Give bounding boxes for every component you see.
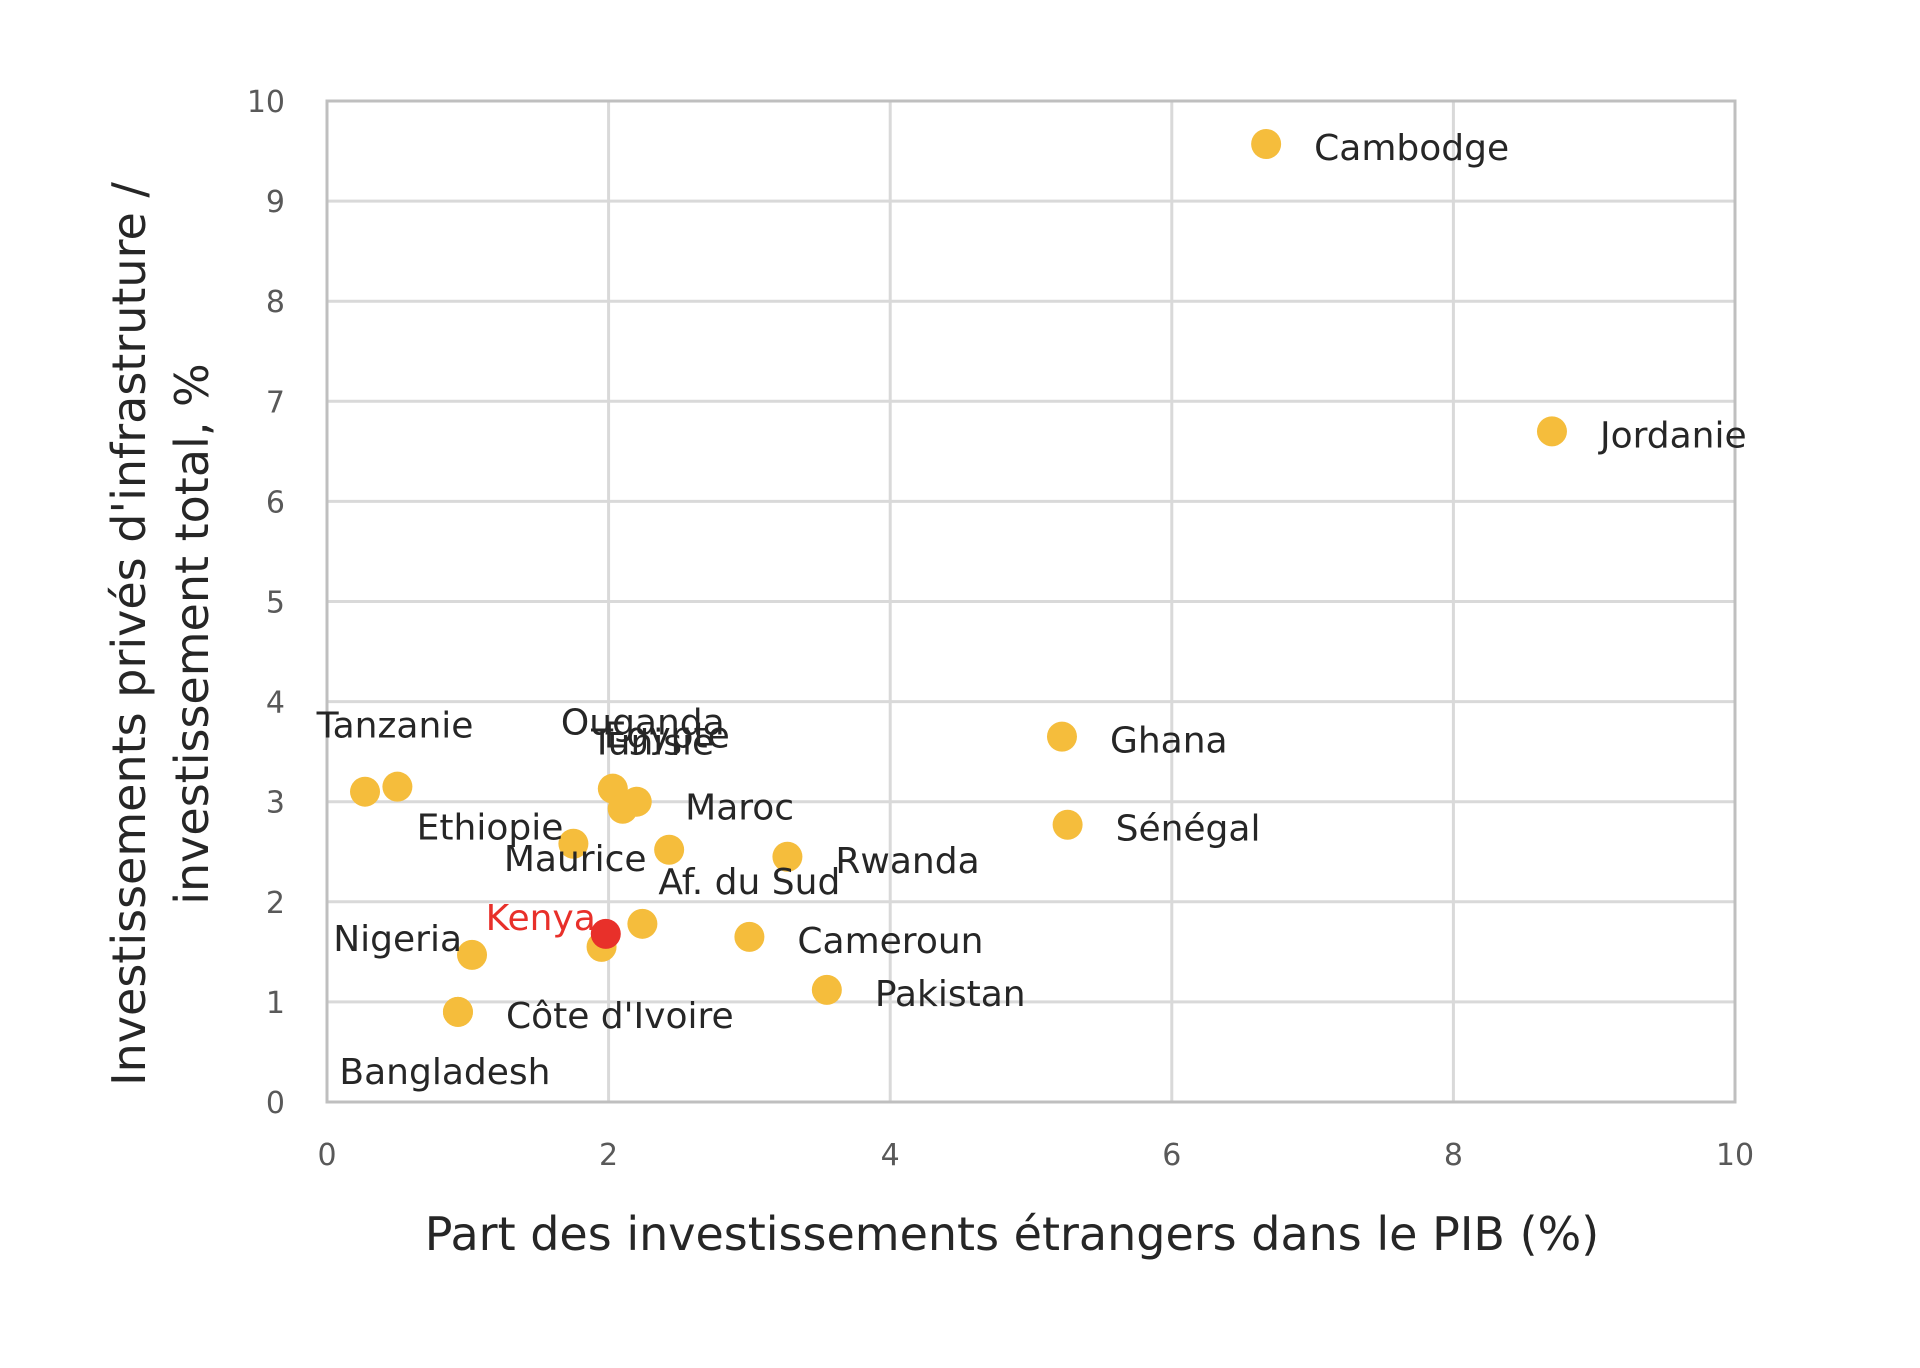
point-unlabeled-8	[382, 771, 413, 802]
point-cameroun	[734, 921, 765, 952]
label-kenya: Kenya	[486, 898, 596, 939]
point-labels: Cambodge Jordanie Ghana Sénégal Rwanda Camero…	[316, 128, 1747, 1093]
y-tick-label-4: 4	[266, 686, 285, 721]
tick-labels: 0 2 4 6 8 10 0 1 2 3 4 5 6 7 8 9 10	[247, 85, 1754, 1173]
y-tick-label-0: 0	[266, 1086, 285, 1121]
label-senegal: Sénégal	[1116, 809, 1261, 850]
point-ethiopie	[558, 828, 589, 859]
label-maurice: Maurice	[504, 839, 647, 880]
label-bangladesh: Bangladesh	[339, 1052, 550, 1093]
point-kenya	[590, 918, 621, 949]
point-tunisie	[607, 793, 638, 824]
label-egypte: Egypte	[604, 716, 730, 757]
y-tick-label-3: 3	[266, 786, 285, 821]
x-axis-title: Part des investissements étrangers dans …	[425, 1207, 1599, 1261]
plot-frame	[325, 99, 1737, 1104]
x-tick-label-5: 10	[1716, 1138, 1754, 1173]
point-nigeria	[457, 939, 488, 970]
y-axis-title-line-2: investissement total, %	[165, 363, 219, 905]
x-tick-label-3: 6	[1162, 1138, 1181, 1173]
point-cambodge	[1251, 129, 1282, 160]
point-af-du-sud	[627, 908, 658, 939]
point-rwanda	[772, 841, 803, 872]
label-ghana: Ghana	[1110, 721, 1228, 762]
label-tanzanie: Tanzanie	[316, 706, 474, 747]
point-jordanie	[1536, 416, 1567, 447]
data-points	[350, 129, 1567, 1027]
y-tick-label-7: 7	[266, 385, 285, 420]
y-tick-label-5: 5	[266, 586, 285, 621]
y-tick-label-2: 2	[266, 886, 285, 921]
grid	[325, 99, 1737, 1104]
x-tick-label-2: 4	[881, 1138, 900, 1173]
point-tanzanie	[350, 776, 381, 807]
y-tick-label-10: 10	[247, 85, 285, 120]
label-cameroun: Cameroun	[797, 921, 983, 962]
x-tick-label-1: 2	[599, 1138, 618, 1173]
label-pakistan: Pakistan	[875, 974, 1026, 1015]
label-ouganda: Ouganda	[561, 703, 725, 744]
point-bangladesh	[442, 996, 473, 1027]
y-tick-label-1: 1	[266, 986, 285, 1021]
y-tick-label-9: 9	[266, 185, 285, 220]
label-nigeria: Nigeria	[333, 919, 462, 960]
label-cambodge: Cambodge	[1314, 128, 1509, 169]
y-axis-title-line-1: Investissements privés d'infrastruture /	[102, 182, 156, 1086]
x-tick-label-4: 8	[1444, 1138, 1463, 1173]
label-jordanie: Jordanie	[1598, 415, 1747, 456]
label-cote-d-ivoire: Côte d'Ivoire	[506, 996, 734, 1037]
label-tunisie: Tunisie	[590, 723, 714, 764]
y-tick-label-6: 6	[266, 485, 285, 520]
point-pakistan	[811, 974, 842, 1005]
point-maroc	[654, 834, 685, 865]
label-rwanda: Rwanda	[835, 841, 979, 882]
x-tick-label-0: 0	[317, 1138, 336, 1173]
label-ethiopie: Ethiopie	[417, 808, 564, 849]
label-af-du-sud: Af. du Sud	[658, 862, 840, 903]
y-tick-label-8: 8	[266, 285, 285, 320]
point-senegal	[1052, 809, 1083, 840]
label-maroc: Maroc	[685, 788, 794, 829]
point-ghana	[1046, 721, 1077, 752]
